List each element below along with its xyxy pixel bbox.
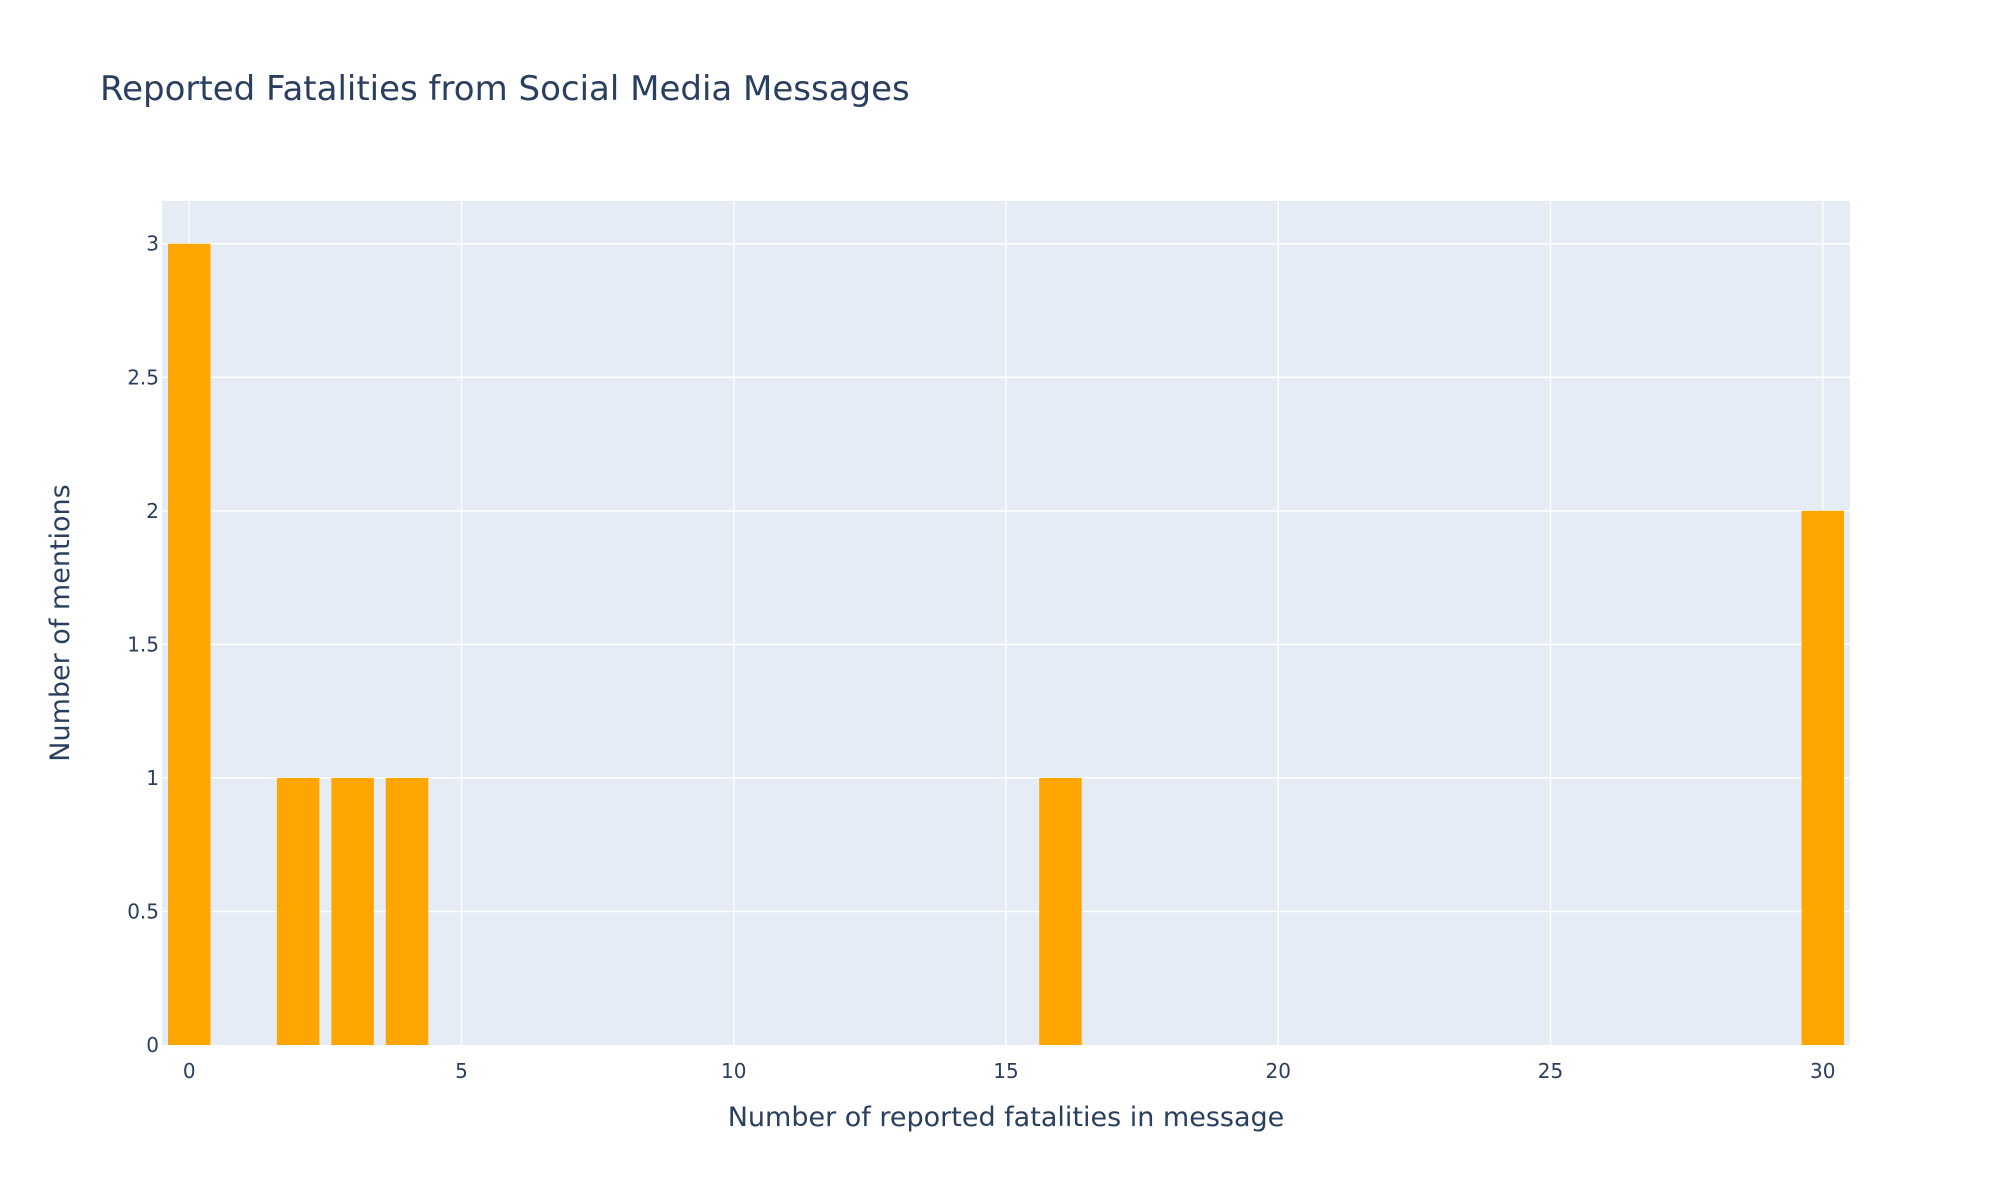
- y-tick-label: 1: [146, 766, 159, 790]
- bar[interactable]: [167, 243, 211, 1045]
- bar[interactable]: [331, 777, 374, 1045]
- y-tick-label: 0: [146, 1033, 159, 1057]
- bar[interactable]: [1039, 777, 1082, 1045]
- y-tick-label: 1.5: [127, 632, 159, 656]
- bar[interactable]: [276, 777, 320, 1045]
- chart-title: Reported Fatalities from Social Media Me…: [100, 69, 910, 109]
- bar[interactable]: [1801, 510, 1845, 1046]
- x-tick-label: 20: [1266, 1059, 1291, 1083]
- y-tick-label: 0.5: [127, 899, 159, 923]
- y-axis-ticks: 0 0.5 1 1.5 2 2.5 3: [127, 232, 159, 1057]
- y-tick-label: 2: [146, 499, 159, 523]
- grid-lines: [162, 201, 1850, 1045]
- y-tick-label: 3: [146, 232, 159, 256]
- bar[interactable]: [385, 777, 429, 1045]
- y-axis-title: Number of mentions: [45, 484, 76, 761]
- x-tick-label: 10: [721, 1059, 746, 1083]
- x-tick-label: 5: [455, 1059, 468, 1083]
- y-tick-label: 2.5: [127, 365, 159, 389]
- x-tick-label: 30: [1810, 1059, 1835, 1083]
- bars: [167, 243, 1845, 1046]
- x-tick-label: 0: [183, 1059, 196, 1083]
- x-tick-label: 15: [993, 1059, 1018, 1083]
- x-tick-label: 25: [1538, 1059, 1563, 1083]
- x-axis-ticks: 0 5 10 15 20 25 30: [183, 1059, 1836, 1083]
- x-axis-title: Number of reported fatalities in message: [728, 1102, 1285, 1133]
